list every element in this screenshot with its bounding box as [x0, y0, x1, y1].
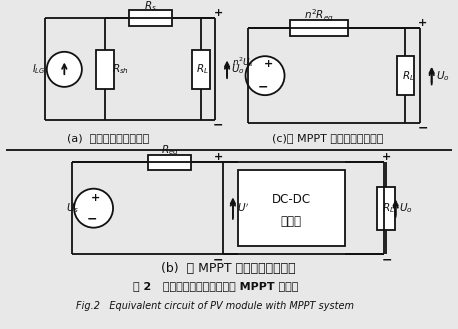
- Text: DC-DC: DC-DC: [272, 192, 311, 206]
- Text: +: +: [214, 8, 223, 18]
- Bar: [148, 155, 191, 170]
- Text: $U'$: $U'$: [236, 202, 249, 215]
- Text: −: −: [87, 213, 97, 225]
- Text: $R_{eq}$: $R_{eq}$: [161, 143, 179, 158]
- Text: $U_o$: $U_o$: [399, 201, 413, 215]
- Text: +: +: [264, 59, 273, 69]
- Text: $I_{LG}$: $I_{LG}$: [32, 63, 46, 76]
- Circle shape: [47, 52, 82, 87]
- Text: +: +: [418, 18, 427, 28]
- Bar: [238, 170, 345, 246]
- Text: $U_o$: $U_o$: [436, 69, 449, 83]
- Bar: [97, 50, 114, 89]
- Text: $R_L$: $R_L$: [402, 69, 414, 83]
- Text: −: −: [382, 253, 392, 266]
- Bar: [192, 50, 209, 89]
- Text: $U_s$: $U_s$: [65, 201, 79, 215]
- Text: $R_{sh}$: $R_{sh}$: [112, 63, 130, 76]
- Text: +: +: [214, 152, 223, 162]
- Text: +: +: [91, 193, 100, 203]
- Text: 变换器: 变换器: [281, 215, 302, 228]
- Circle shape: [245, 56, 284, 95]
- Text: (b)  带 MPPT 系统的等效电路图: (b) 带 MPPT 系统的等效电路图: [161, 262, 295, 275]
- Bar: [397, 56, 414, 95]
- Text: −: −: [418, 122, 428, 135]
- Text: −: −: [213, 119, 224, 132]
- Text: −: −: [258, 81, 268, 94]
- Bar: [377, 187, 395, 230]
- Text: $U_o$: $U_o$: [231, 63, 245, 76]
- Text: (c)带 MPPT 系统的简化电路图: (c)带 MPPT 系统的简化电路图: [272, 133, 383, 143]
- Bar: [129, 11, 172, 26]
- Text: (a)  接负载时的等效电路: (a) 接负载时的等效电路: [67, 133, 149, 143]
- Text: −: −: [213, 253, 224, 266]
- Bar: [290, 20, 349, 36]
- Text: $R_L$: $R_L$: [196, 63, 209, 76]
- Text: +: +: [382, 152, 392, 162]
- Text: $R_L$: $R_L$: [382, 201, 395, 215]
- Text: 图 2   太阳能电池板等效电路及 MPPT 系统图: 图 2 太阳能电池板等效电路及 MPPT 系统图: [133, 281, 298, 291]
- Text: Fig.2   Equivalent circuit of PV module with MPPT system: Fig.2 Equivalent circuit of PV module wi…: [76, 301, 354, 311]
- Text: $n^2R_{eq}$: $n^2R_{eq}$: [304, 8, 334, 24]
- Circle shape: [74, 189, 113, 228]
- Text: $R_s$: $R_s$: [144, 0, 157, 13]
- Text: $n^2U_s$: $n^2U_s$: [232, 55, 254, 69]
